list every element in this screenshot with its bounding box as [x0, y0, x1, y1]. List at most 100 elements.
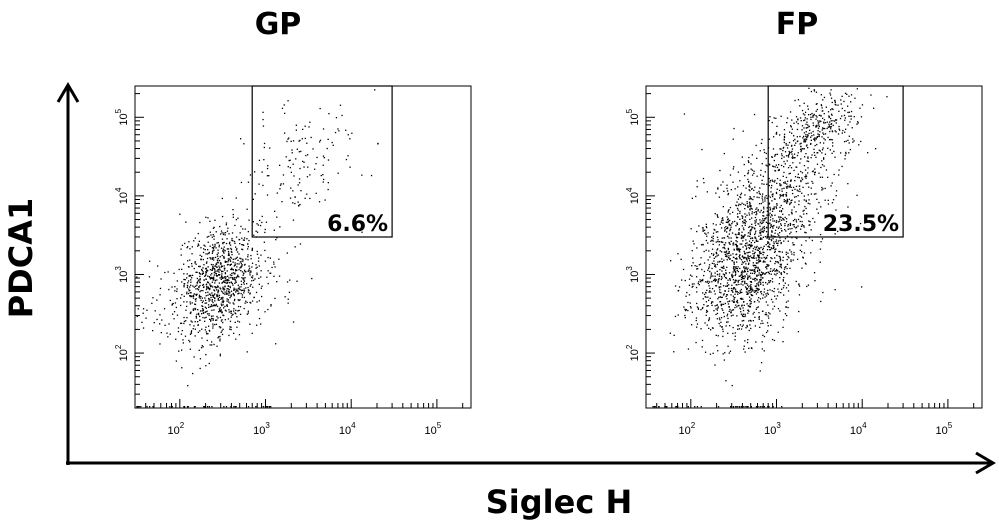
scatter-point: [775, 131, 778, 134]
scatter-point: [766, 207, 768, 209]
scatter-point: [786, 183, 788, 185]
scatter-point: [795, 219, 797, 221]
scatter-point: [223, 257, 225, 259]
scatter-point: [785, 287, 788, 289]
scatter-point: [774, 270, 776, 272]
scatter-point: [810, 187, 812, 189]
scatter-point: [765, 152, 767, 155]
scatter-point: [759, 225, 761, 227]
scatter-point: [218, 311, 220, 313]
scatter-point: [231, 232, 234, 234]
scatter-point: [193, 293, 195, 295]
scatter-point: [695, 341, 697, 344]
scatter-point: [745, 248, 747, 250]
scatter-point: [230, 248, 233, 251]
scatter-point: [844, 119, 846, 121]
scatter-point: [844, 131, 846, 133]
scatter-point: [273, 263, 275, 265]
scatter-point: [803, 135, 805, 138]
scatter-point: [687, 406, 689, 408]
scatter-point: [743, 315, 745, 318]
scatter-point: [713, 279, 715, 281]
scatter-point: [741, 273, 743, 275]
scatter-point: [812, 115, 814, 117]
scatter-point: [254, 193, 256, 195]
scatter-point: [290, 187, 292, 189]
scatter-point: [783, 200, 785, 203]
scatter-point: [744, 261, 746, 263]
scatter-point: [186, 406, 189, 408]
scatter-point: [232, 302, 234, 304]
scatter-point: [792, 220, 795, 222]
scatter-point: [251, 280, 253, 282]
scatter-point: [288, 159, 290, 162]
scatter-point: [773, 159, 775, 162]
scatter-point: [774, 249, 776, 251]
scatter-point: [750, 269, 752, 271]
scatter-point: [860, 140, 862, 143]
scatter-point: [812, 124, 815, 127]
scatter-point: [711, 301, 713, 303]
scatter-point: [750, 205, 752, 207]
scatter-point: [213, 276, 215, 278]
scatter-point: [217, 286, 219, 288]
scatter-point: [815, 137, 817, 139]
scatter-point: [813, 134, 815, 136]
scatter-point: [821, 186, 823, 189]
scatter-point: [230, 294, 232, 296]
scatter-point: [212, 277, 214, 280]
scatter-point: [739, 257, 741, 259]
scatter-point: [780, 210, 783, 212]
scatter-point: [817, 152, 819, 154]
scatter-point: [749, 204, 751, 206]
scatter-point: [698, 264, 700, 266]
scatter-point: [774, 155, 776, 157]
scatter-point: [788, 198, 790, 200]
scatter-point: [202, 300, 204, 302]
scatter-point: [795, 121, 798, 123]
scatter-point: [795, 211, 797, 213]
scatter-point: [726, 216, 728, 218]
scatter-point: [237, 293, 239, 295]
scatter-point: [257, 260, 260, 262]
scatter-point: [793, 206, 795, 208]
scatter-point: [743, 345, 745, 347]
scatter-point: [717, 241, 719, 243]
y-tick-label: 103: [625, 266, 641, 283]
scatter-point: [243, 244, 245, 246]
scatter-point: [696, 230, 698, 233]
scatter-point: [345, 158, 348, 161]
scatter-point: [730, 294, 732, 296]
scatter-point: [818, 172, 820, 174]
scatter-point: [782, 175, 784, 177]
scatter-point: [794, 188, 796, 190]
scatter-point: [689, 274, 692, 276]
scatter-point: [703, 293, 706, 296]
scatter-point: [201, 313, 203, 315]
scatter-point: [767, 304, 769, 306]
scatter-point: [171, 304, 173, 306]
scatter-point: [213, 343, 215, 346]
scatter-point: [222, 321, 224, 324]
scatter-point: [748, 185, 750, 188]
scatter-point: [803, 226, 805, 228]
scatter-point: [159, 314, 161, 316]
scatter-point: [249, 272, 251, 274]
scatter-point: [767, 264, 769, 266]
scatter-point: [788, 153, 790, 155]
scatter-point: [189, 295, 191, 297]
scatter-point: [774, 170, 777, 172]
scatter-point: [292, 202, 294, 204]
scatter-point: [734, 188, 736, 190]
scatter-point: [210, 319, 212, 321]
scatter-point: [717, 216, 719, 218]
scatter-point: [684, 308, 686, 310]
scatter-point: [735, 267, 738, 269]
scatter-point: [720, 266, 723, 269]
scatter-point: [744, 256, 746, 259]
scatter-point: [755, 291, 757, 293]
scatter-point: [306, 176, 309, 178]
scatter-point: [775, 207, 778, 209]
scatter-point: [779, 194, 781, 196]
